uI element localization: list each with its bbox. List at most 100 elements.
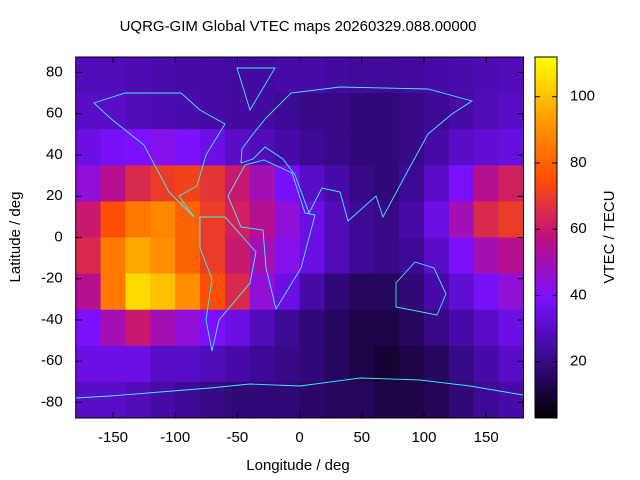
heatmap-cell bbox=[249, 309, 276, 347]
heatmap-cell bbox=[200, 129, 226, 166]
heatmap-cell bbox=[349, 237, 375, 275]
heatmap-cell bbox=[423, 381, 450, 419]
heatmap-cell bbox=[200, 165, 226, 202]
heatmap-cell bbox=[249, 345, 276, 383]
heatmap-cell bbox=[473, 129, 500, 166]
heatmap-cell bbox=[349, 93, 375, 130]
heatmap-cell bbox=[349, 201, 375, 238]
heatmap-cell bbox=[175, 345, 201, 383]
heatmap-cell bbox=[274, 309, 301, 347]
heatmap-cell bbox=[448, 129, 475, 166]
heatmap-cell bbox=[374, 309, 400, 347]
heatmap-cell bbox=[200, 345, 226, 383]
coastline bbox=[240, 86, 474, 222]
y-axis-label: Latitude / deg bbox=[7, 192, 24, 283]
heatmap-cell bbox=[324, 309, 350, 347]
heatmap-cell bbox=[175, 309, 201, 347]
colorbar-tick-label: 60 bbox=[570, 220, 587, 237]
heatmap-cell bbox=[100, 237, 126, 275]
heatmap-cell bbox=[324, 129, 350, 166]
heatmap-cell bbox=[274, 57, 301, 94]
heatmap-cell bbox=[125, 273, 151, 311]
heatmap-cell bbox=[150, 345, 176, 383]
heatmap-cell bbox=[150, 201, 176, 238]
heatmap-cell bbox=[224, 237, 251, 275]
colorbar bbox=[534, 56, 558, 419]
heatmap bbox=[75, 57, 524, 419]
heatmap-cell bbox=[374, 273, 400, 311]
heatmap-cell bbox=[423, 129, 450, 166]
heatmap-cell bbox=[423, 237, 450, 275]
heatmap-cell bbox=[299, 237, 325, 275]
heatmap-cell bbox=[498, 93, 524, 130]
heatmap-cell bbox=[125, 309, 151, 347]
heatmap-cell bbox=[224, 129, 251, 166]
heatmap-cell bbox=[349, 165, 375, 202]
heatmap-cell bbox=[374, 129, 400, 166]
y-tick-label: 20 bbox=[46, 187, 63, 204]
heatmap-cell bbox=[423, 165, 450, 202]
heatmap-cell bbox=[125, 165, 151, 202]
heatmap-cell bbox=[200, 201, 226, 238]
heatmap-cell bbox=[448, 57, 475, 94]
heatmap-cell bbox=[249, 237, 276, 275]
heatmap-cell bbox=[399, 165, 425, 202]
heatmap-cell bbox=[100, 93, 126, 130]
heatmap-cell bbox=[200, 309, 226, 347]
y-tick-label: 80 bbox=[46, 63, 63, 80]
heatmap-cell bbox=[299, 345, 325, 383]
heatmap-cell bbox=[324, 237, 350, 275]
heatmap-cell bbox=[75, 237, 102, 275]
heatmap-cell bbox=[399, 93, 425, 130]
heatmap-cell bbox=[224, 93, 251, 130]
colorbar-tick-label: 100 bbox=[570, 88, 595, 105]
heatmap-cell bbox=[175, 381, 201, 419]
heatmap-cell bbox=[498, 57, 524, 94]
y-tick-label: 40 bbox=[46, 146, 63, 163]
heatmap-cell bbox=[75, 309, 102, 347]
heatmap-cell bbox=[175, 129, 201, 166]
heatmap-cell bbox=[448, 201, 475, 238]
x-tick-label: -50 bbox=[227, 429, 249, 446]
heatmap-cell bbox=[75, 93, 102, 130]
heatmap-cell bbox=[274, 93, 301, 130]
heatmap-cell bbox=[399, 345, 425, 383]
heatmap-cell bbox=[473, 57, 500, 94]
heatmap-cell bbox=[200, 273, 226, 311]
colorbar-tick-label: 40 bbox=[570, 286, 587, 303]
heatmap-cell bbox=[498, 345, 524, 383]
heatmap-cell bbox=[299, 273, 325, 311]
heatmap-cell bbox=[150, 129, 176, 166]
heatmap-cell bbox=[75, 201, 102, 238]
coastline bbox=[227, 159, 316, 311]
heatmap-cell bbox=[473, 345, 500, 383]
heatmap-cell bbox=[100, 309, 126, 347]
heatmap-cell bbox=[100, 165, 126, 202]
heatmap-cell bbox=[473, 273, 500, 311]
heatmap-cell bbox=[125, 237, 151, 275]
coastlines bbox=[75, 67, 524, 399]
heatmap-cell bbox=[224, 309, 251, 347]
heatmap-cell bbox=[200, 57, 226, 94]
y-tick-label: 60 bbox=[46, 105, 63, 122]
heatmap-cell bbox=[224, 345, 251, 383]
heatmap-cell bbox=[249, 381, 276, 419]
heatmap-cell bbox=[274, 129, 301, 166]
heatmap-cell bbox=[150, 381, 176, 419]
heatmap-cell bbox=[448, 165, 475, 202]
heatmap-cell bbox=[100, 57, 126, 94]
heatmap-cell bbox=[349, 345, 375, 383]
coastline bbox=[236, 67, 276, 112]
heatmap-cell bbox=[249, 273, 276, 311]
heatmap-cell bbox=[75, 345, 102, 383]
x-tick-label: 50 bbox=[353, 429, 370, 446]
heatmap-cell bbox=[324, 345, 350, 383]
y-tick-label: -40 bbox=[41, 311, 63, 328]
heatmap-cell bbox=[498, 309, 524, 347]
heatmap-cell bbox=[249, 165, 276, 202]
heatmap-cell bbox=[249, 93, 276, 130]
heatmap-cell bbox=[473, 237, 500, 275]
coastline bbox=[75, 377, 524, 399]
heatmap-cell bbox=[473, 165, 500, 202]
